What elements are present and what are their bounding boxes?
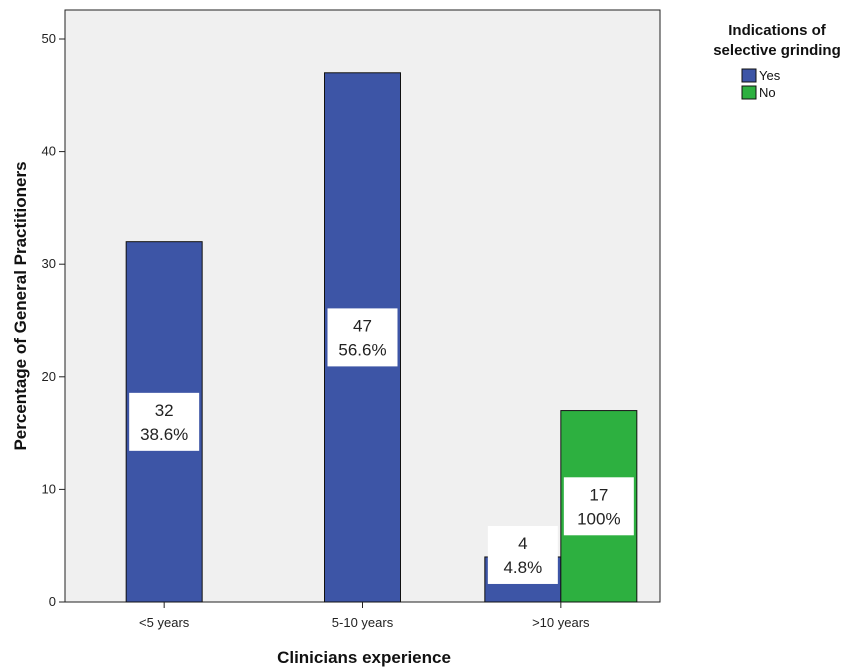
y-tick-label: 30 xyxy=(42,256,56,271)
data-label-percent: 4.8% xyxy=(503,558,542,577)
y-tick-label: 10 xyxy=(42,481,56,496)
legend-label-yes: Yes xyxy=(759,68,781,83)
x-axis-title: Clinicians experience xyxy=(277,648,451,667)
data-label-box xyxy=(327,308,398,367)
data-label-box xyxy=(487,525,558,584)
legend-label-no: No xyxy=(759,85,776,100)
legend-title-line-2: selective grinding xyxy=(713,42,841,59)
y-axis: 0 10 20 30 40 50 xyxy=(42,31,65,609)
data-label-count: 4 xyxy=(518,534,527,553)
legend-items: Yes No xyxy=(741,68,781,100)
y-tick-label: 50 xyxy=(42,31,56,46)
x-tick-label: 5-10 years xyxy=(332,615,394,630)
y-axis-title: Percentage of General Practitioners xyxy=(11,161,30,450)
data-label-percent: 56.6% xyxy=(338,340,386,359)
data-label-percent: 100% xyxy=(577,509,620,528)
data-label-count: 32 xyxy=(155,401,174,420)
x-tick-label: <5 years xyxy=(139,615,190,630)
x-axis: <5 years 5-10 years >10 years xyxy=(139,602,590,630)
legend-title-line-1: Indications of xyxy=(728,22,827,39)
x-tick-label: >10 years xyxy=(532,615,590,630)
y-tick-label: 20 xyxy=(42,369,56,384)
y-tick-label: 0 xyxy=(49,594,56,609)
data-label-box xyxy=(129,392,200,451)
data-label-count: 47 xyxy=(353,316,372,335)
data-label-percent: 38.6% xyxy=(140,425,188,444)
data-label-count: 17 xyxy=(589,485,608,504)
y-tick-label: 40 xyxy=(42,144,56,159)
data-labels-group: 32 38.6% 47 56.6% 4 4.8% 17 100% xyxy=(129,308,634,584)
legend: Indications of selective grinding Yes No xyxy=(713,22,841,100)
data-label-box xyxy=(563,477,634,536)
legend-swatch-yes xyxy=(741,68,757,83)
legend-swatch-no xyxy=(741,85,757,100)
